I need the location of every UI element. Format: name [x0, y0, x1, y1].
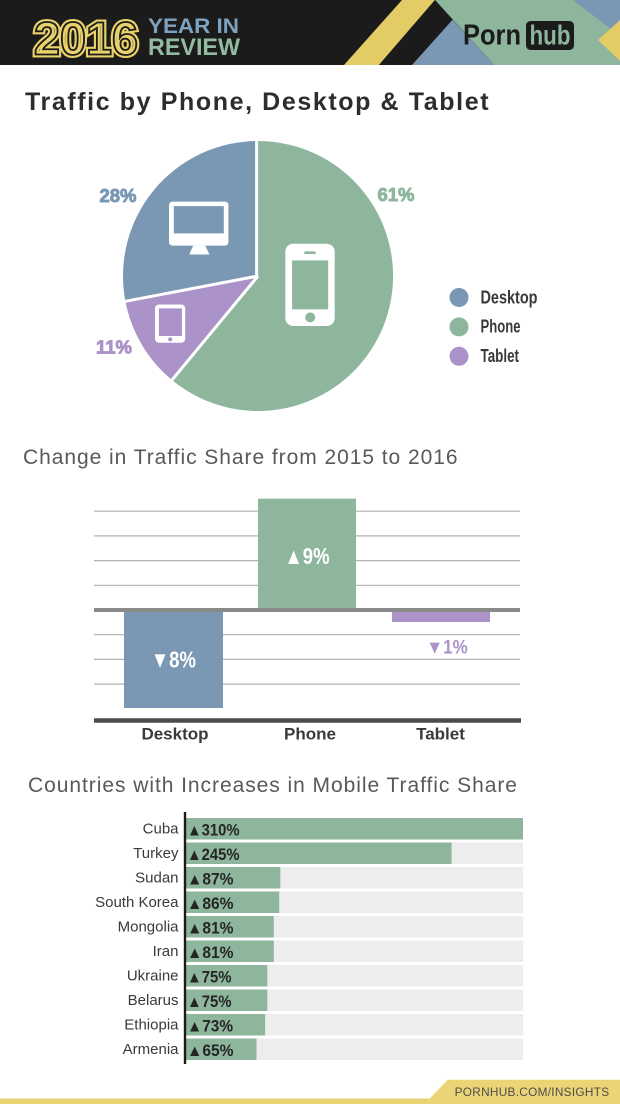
- svg-text:2016: 2016: [34, 12, 138, 64]
- svg-text:Phone: Phone: [284, 725, 336, 744]
- svg-text:PORNHUB.COM/INSIGHTS: PORNHUB.COM/INSIGHTS: [455, 1085, 610, 1099]
- svg-text:▲75%: ▲75%: [187, 968, 232, 986]
- svg-text:Tablet: Tablet: [481, 346, 520, 366]
- svg-text:▲87%: ▲87%: [187, 870, 234, 888]
- svg-text:▲81%: ▲81%: [187, 919, 234, 937]
- svg-text:Armenia: Armenia: [123, 1041, 180, 1058]
- svg-text:hub: hub: [530, 20, 571, 51]
- svg-text:Belarus: Belarus: [128, 992, 179, 1009]
- svg-text:▲86%: ▲86%: [187, 895, 234, 913]
- svg-text:Ukraine: Ukraine: [127, 968, 179, 985]
- svg-text:Turkey: Turkey: [133, 845, 179, 862]
- svg-text:Desktop: Desktop: [141, 725, 208, 744]
- svg-text:Porn: Porn: [463, 20, 521, 52]
- svg-text:YEAR IN: YEAR IN: [148, 14, 239, 38]
- svg-text:▲73%: ▲73%: [187, 1017, 233, 1035]
- svg-text:REVIEW: REVIEW: [148, 34, 240, 61]
- svg-text:▼8%: ▼8%: [151, 647, 196, 673]
- svg-text:Mongolia: Mongolia: [118, 919, 180, 936]
- svg-text:▲9%: ▲9%: [285, 543, 330, 569]
- svg-text:Desktop: Desktop: [481, 287, 538, 307]
- svg-text:11%: 11%: [96, 337, 132, 358]
- svg-text:61%: 61%: [377, 184, 414, 205]
- svg-text:▲81%: ▲81%: [187, 944, 234, 962]
- svg-text:28%: 28%: [99, 185, 136, 206]
- svg-text:▲65%: ▲65%: [187, 1042, 234, 1060]
- svg-text:Tablet: Tablet: [416, 725, 465, 744]
- svg-text:Phone: Phone: [481, 317, 521, 337]
- svg-text:Iran: Iran: [153, 943, 179, 960]
- svg-text:2016: 2016: [34, 12, 138, 64]
- svg-text:▲310%: ▲310%: [187, 821, 240, 839]
- svg-text:Cuba: Cuba: [143, 821, 180, 838]
- svg-text:▲245%: ▲245%: [187, 846, 240, 864]
- svg-text:Sudan: Sudan: [135, 870, 178, 887]
- svg-text:▼1%: ▼1%: [426, 638, 468, 659]
- svg-text:Ethiopia: Ethiopia: [124, 1017, 179, 1034]
- svg-text:▲75%: ▲75%: [187, 993, 232, 1011]
- svg-text:South Korea: South Korea: [95, 894, 179, 911]
